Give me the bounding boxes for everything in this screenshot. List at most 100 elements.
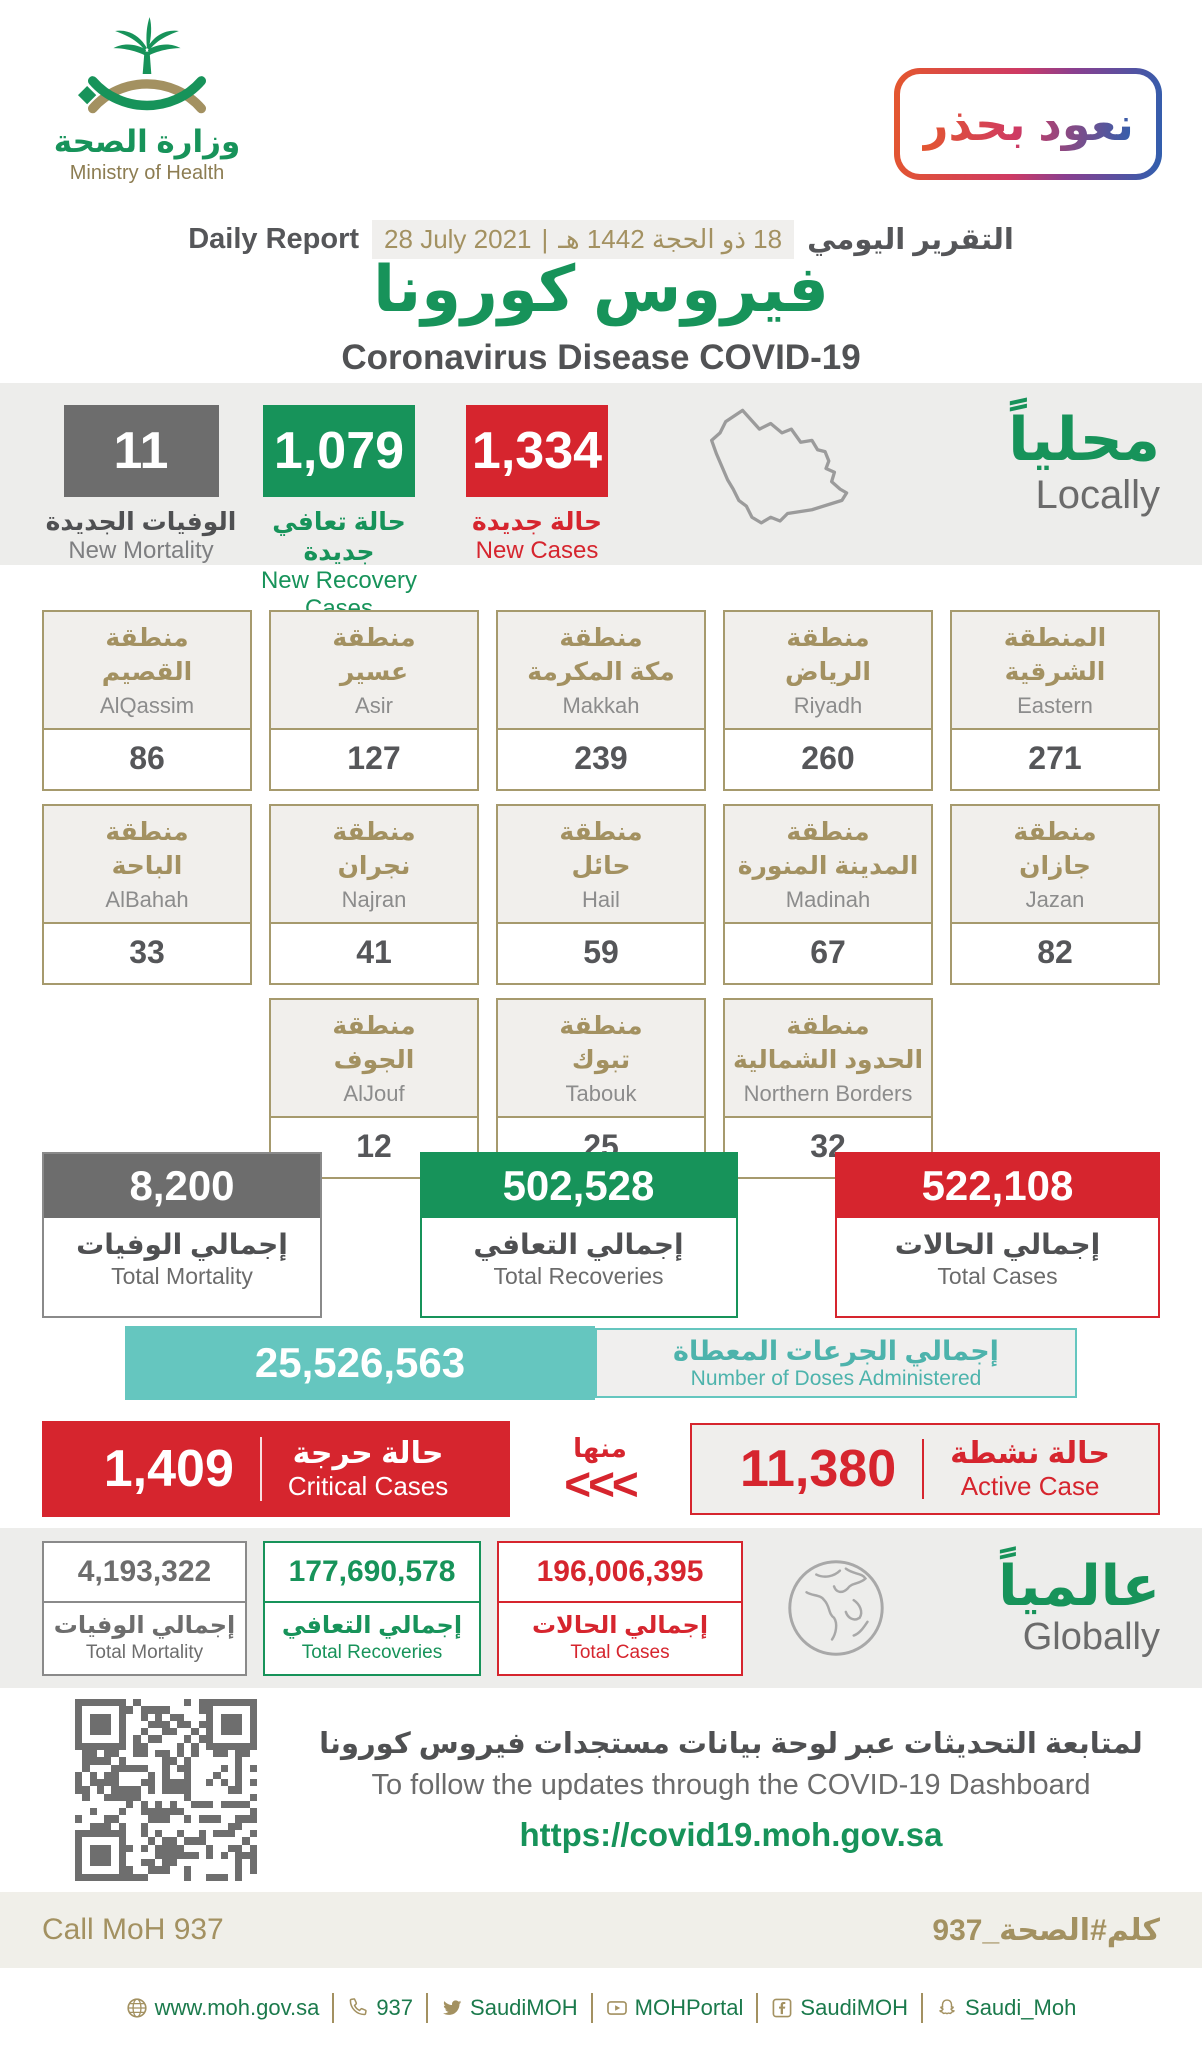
daily-report-label-en: Daily Report <box>188 223 360 255</box>
region-case-count: 33 <box>129 934 165 970</box>
globally-label-en: Globally <box>1022 1615 1160 1658</box>
global-stats-band: 4,193,322 إجمالي الوفيات Total Mortality… <box>0 1528 1202 1688</box>
qr-code <box>75 1699 257 1881</box>
doses-value: 25,526,563 <box>125 1326 595 1400</box>
new-cases-value: 1,334 <box>466 405 608 497</box>
total-cases-box: 522,108 إجمالي الحالات Total Cases <box>835 1152 1160 1318</box>
regions-grid: منطقة القصيم AlQassim 86 منطقة عسير Asir 1… <box>0 565 1202 1179</box>
page-title-arabic: فيروس كورونا <box>373 253 829 325</box>
critical-cases-box: 1,409 حالة حرجة Critical Cases <box>42 1421 510 1517</box>
region-card-header: منطقة تبوك Tabouk <box>498 1000 704 1118</box>
report-header: وزارة الصحة Ministry of Health نعود بحذر… <box>0 0 1202 383</box>
divider <box>259 1437 262 1501</box>
regions-row-2: منطقة الباحة AlBahah 33 منطقة نجران Najran… <box>42 804 1160 985</box>
total-mortality-label-en: Total Mortality <box>111 1263 253 1289</box>
active-cases-value: 11,380 <box>739 1440 897 1498</box>
region-name-english: Northern Borders <box>743 1080 913 1106</box>
critical-cases-value: 1,409 <box>103 1440 234 1498</box>
locally-label-ar: محلياً <box>1008 406 1160 473</box>
snapchat-icon <box>939 1999 955 2015</box>
region-name-english: Asir <box>355 692 393 718</box>
footer-link-youtube[interactable]: MOHPortal <box>606 1995 743 2021</box>
new-mortality-label-en: New Mortality <box>68 537 214 564</box>
region-card-header: منطقة الباحة AlBahah <box>44 806 250 924</box>
dashboard-section: لمتابعة التحديثات عبر لوحة بيانات مستجدا… <box>0 1688 1202 1892</box>
region-card-header: منطقة الحدود الشمالية Northern Borders <box>725 1000 931 1118</box>
divider <box>922 1439 925 1499</box>
total-cases-value: 522,108 <box>837 1154 1158 1218</box>
footer-link-twitter[interactable]: SaudiMOH <box>441 1995 578 2021</box>
global-cases-label-ar: إجمالي الحالات <box>531 1611 709 1639</box>
region-card-header: منطقة جازان Jazan <box>952 806 1158 924</box>
doses-label-box: إجمالي الجرعات المعطاة Number of Doses A… <box>595 1328 1077 1398</box>
region-name-english: AlQassim <box>99 692 195 718</box>
footer-separator <box>921 1993 924 2023</box>
region-name-english: Jazan <box>1025 886 1085 912</box>
active-cases-label-en: Active Case <box>960 1471 1100 1501</box>
palm-emblem-icon <box>77 17 207 114</box>
new-mortality-stat: 11 الوفيات الجديدة New Mortality <box>42 405 240 565</box>
doses-bar: 25,526,563 إجمالي الجرعات المعطاة Number… <box>0 1318 1202 1410</box>
footer-link-text: 937 <box>376 1995 414 2020</box>
region-name-arabic: منطقة المدينة المنورة <box>737 818 919 880</box>
region-name-english: Makkah <box>562 692 640 718</box>
footer-link-website[interactable]: www.moh.gov.sa <box>126 1995 319 2021</box>
footer-separator <box>426 1993 429 2023</box>
region-name-english: AlJouf <box>343 1080 405 1106</box>
region-card-albahah: منطقة الباحة AlBahah 33 <box>42 804 252 985</box>
region-card-madinah: منطقة المدينة المنورة Madinah 67 <box>723 804 933 985</box>
region-name-english: AlBahah <box>105 886 189 912</box>
total-recoveries-value: 502,528 <box>421 1154 736 1218</box>
footer-separator <box>756 1993 759 2023</box>
new-mortality-value: 11 <box>63 405 219 497</box>
report-date: 28 July 2021 | 18 ذو الحجة 1442 هـ <box>372 220 795 259</box>
region-card-asir: منطقة عسير Asir 127 <box>269 610 479 791</box>
region-name-arabic: منطقة الحدود الشمالية <box>732 1012 924 1074</box>
new-cases-stat: 1,334 حالة جديدة New Cases <box>438 405 636 565</box>
globe-icon <box>788 1560 884 1656</box>
local-stats-band: 11 الوفيات الجديدة New Mortality 1,079 ح… <box>0 383 1202 622</box>
global-recoveries-label-en: Total Recoveries <box>301 1641 443 1663</box>
footer-link-facebook[interactable]: SaudiMOH <box>771 1995 908 2021</box>
globe-icon <box>127 1998 147 2018</box>
global-mortality-value: 4,193,322 <box>44 1543 245 1603</box>
active-cases-label-ar: حالة نشطة <box>950 1437 1111 1470</box>
doses-label-en: Number of Doses Administered <box>690 1366 982 1390</box>
global-mortality-label-en: Total Mortality <box>85 1641 204 1663</box>
locally-label-en: Locally <box>1035 473 1160 517</box>
phone-icon <box>349 1998 368 2016</box>
call-moh-band: Call MoH 937 كلم#الصحة_937 <box>0 1892 1202 1968</box>
region-card-makkah: منطقة مكة المكرمة Makkah 239 <box>496 610 706 791</box>
total-recoveries-box: 502,528 إجمالي التعافي Total Recoveries <box>419 1152 738 1318</box>
region-name-arabic: منطقة نجران <box>332 818 416 880</box>
regions-row-3: منطقة الجوف AlJouf 12 منطقة تبوك Tabouk 25… <box>42 998 1160 1179</box>
footer-links: www.moh.gov.sa 937 SaudiMOH MOHPortal Sa… <box>0 1968 1202 2048</box>
dashboard-link[interactable]: https://covid19.moh.gov.sa <box>519 1816 943 1853</box>
total-mortality-value: 8,200 <box>44 1154 320 1218</box>
call-moh-label-en: Call MoH 937 <box>42 1913 224 1946</box>
globally-label-ar: عالمياً <box>998 1554 1160 1618</box>
region-card-header: منطقة الرياض Riyadh <box>725 612 931 730</box>
new-recovery-label-ar: حالة تعافي جديدة <box>272 508 406 566</box>
region-name-english: Riyadh <box>793 692 863 718</box>
region-name-english: Najran <box>341 886 407 912</box>
global-mortality-label-ar: إجمالي الوفيات <box>53 1611 236 1639</box>
dashboard-line-en: To follow the updates through the COVID-… <box>371 1769 1091 1801</box>
date-separator: | <box>541 224 549 254</box>
region-name-arabic: منطقة الباحة <box>105 818 189 880</box>
region-name-arabic: منطقة مكة المكرمة <box>527 624 675 686</box>
page-title-english: Coronavirus Disease COVID-19 <box>341 338 861 377</box>
footer-link-snapchat[interactable]: Saudi_Moh <box>936 1995 1076 2021</box>
region-case-count: 239 <box>574 740 628 776</box>
global-cases-value: 196,006,395 <box>499 1543 741 1603</box>
region-card-riyadh: منطقة الرياض Riyadh 260 <box>723 610 933 791</box>
region-case-count: 67 <box>810 934 846 970</box>
region-case-count: 127 <box>347 740 401 776</box>
doses-label-ar: إجمالي الجرعات المعطاة <box>673 1335 999 1366</box>
region-name-arabic: منطقة تبوك <box>559 1012 643 1074</box>
total-mortality-box: 8,200 إجمالي الوفيات Total Mortality <box>42 1152 322 1318</box>
call-moh-hashtag-ar: كلم#الصحة_937 <box>932 1913 1160 1947</box>
footer-link-phone[interactable]: 937 <box>347 1995 413 2021</box>
region-case-count: 86 <box>129 740 165 776</box>
region-name-arabic: منطقة جازان <box>1013 818 1097 880</box>
